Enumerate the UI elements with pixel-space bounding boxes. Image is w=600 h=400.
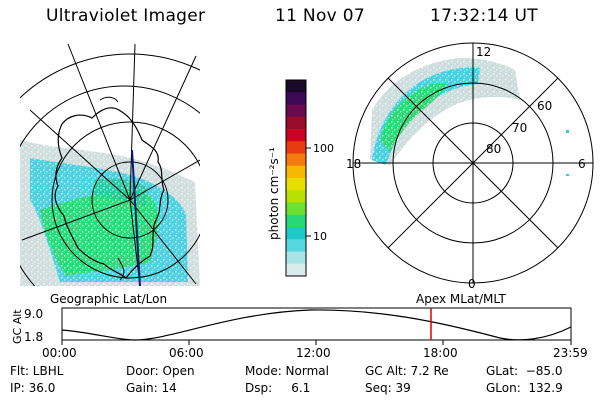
colorbar-swatch xyxy=(286,227,306,240)
observation-date: 11 Nov 07 xyxy=(275,6,365,26)
x-tick-1200: 12:00 xyxy=(296,346,331,360)
info-seq: Seq: 39 xyxy=(365,381,411,395)
geographic-map xyxy=(20,43,200,286)
colorbar: 100 10 photon cm⁻²s⁻¹ xyxy=(267,79,334,277)
mlat-label-80: 80 xyxy=(486,142,501,156)
x-tick-1800: 18:00 xyxy=(423,346,458,360)
info-glat: GLat: −85.0 xyxy=(486,364,563,378)
colorbar-swatch xyxy=(286,239,306,252)
colorbar-swatch xyxy=(286,202,306,216)
x-tick-0600: 06:00 xyxy=(169,346,204,360)
colorbar-swatch xyxy=(286,129,306,142)
x-tick-2359: 23:59 xyxy=(553,346,588,360)
colorbar-swatch xyxy=(286,178,306,191)
colorbar-swatch xyxy=(286,80,306,93)
colorbar-swatch xyxy=(286,263,306,277)
info-gc-alt: GC Alt: 7.2 Re xyxy=(365,364,449,378)
altitude-strip: GC Alt 9.0 1.8 00:00 06:00 12:00 18:00 2… xyxy=(11,307,588,360)
info-mode: Mode: Normal xyxy=(245,364,329,378)
info-glon: GLon: 132.9 xyxy=(486,381,563,395)
mlt-label-18: 18 xyxy=(346,157,361,171)
mlat-label-70: 70 xyxy=(512,121,527,135)
colorbar-swatch xyxy=(286,141,306,154)
alt-tick-9: 9.0 xyxy=(24,307,43,321)
x-tick-0000: 00:00 xyxy=(42,346,77,360)
alt-axis-label: GC Alt xyxy=(11,309,24,344)
colorbar-swatch xyxy=(286,165,306,179)
colorbar-tick-100: 100 xyxy=(313,142,334,155)
right-map-label: Apex MLat/MLT xyxy=(416,292,506,306)
coastline xyxy=(54,107,165,279)
colorbar-swatch xyxy=(286,92,306,105)
instrument-title: Ultraviolet Imager xyxy=(46,6,206,26)
polar-map: 12 18 6 0 60 70 80 xyxy=(346,42,594,291)
info-door: Door: Open xyxy=(126,364,195,378)
colorbar-tick-10: 10 xyxy=(313,230,327,243)
mlat-label-60: 60 xyxy=(537,99,552,113)
colorbar-swatch xyxy=(286,153,306,167)
altitude-curve xyxy=(61,309,572,341)
info-ip: IP: 36.0 xyxy=(10,381,56,395)
observation-time: 17:32:14 UT xyxy=(430,6,538,26)
info-gain: Gain: 14 xyxy=(126,381,177,395)
alt-tick-1-8: 1.8 xyxy=(24,330,43,344)
colorbar-swatch xyxy=(286,251,306,265)
colorbar-swatch xyxy=(286,116,306,130)
colorbar-swatch xyxy=(286,190,306,203)
left-map-label: Geographic Lat/Lon xyxy=(50,292,167,306)
colorbar-unit-label: photon cm⁻²s⁻¹ xyxy=(267,147,281,240)
mlt-label-12: 12 xyxy=(476,45,491,59)
mlt-label-0: 0 xyxy=(468,277,476,291)
info-flt: Flt: LBHL xyxy=(10,364,64,378)
info-dsp: Dsp: 6.1 xyxy=(245,381,311,395)
colorbar-swatch xyxy=(286,104,306,118)
colorbar-swatch xyxy=(286,214,306,228)
mlt-label-6: 6 xyxy=(578,157,586,171)
